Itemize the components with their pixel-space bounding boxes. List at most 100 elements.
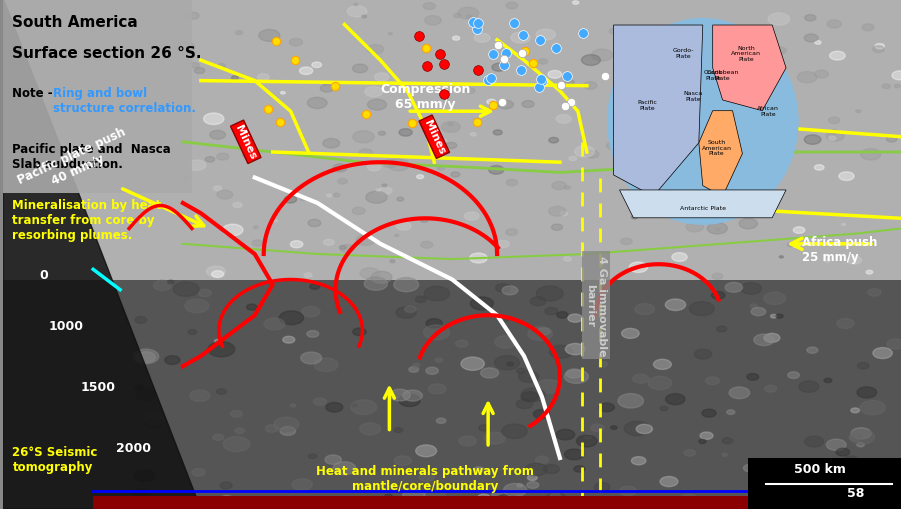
Circle shape bbox=[770, 390, 789, 401]
Circle shape bbox=[726, 428, 744, 438]
Circle shape bbox=[680, 344, 696, 353]
Circle shape bbox=[415, 86, 421, 89]
Circle shape bbox=[587, 301, 604, 310]
Circle shape bbox=[321, 88, 341, 99]
Circle shape bbox=[403, 326, 421, 336]
Circle shape bbox=[394, 90, 403, 94]
Circle shape bbox=[321, 289, 340, 300]
Circle shape bbox=[229, 318, 255, 332]
Circle shape bbox=[485, 329, 497, 336]
Circle shape bbox=[437, 150, 447, 156]
Circle shape bbox=[185, 271, 205, 282]
Polygon shape bbox=[614, 26, 703, 197]
Circle shape bbox=[426, 498, 439, 505]
Polygon shape bbox=[620, 190, 786, 218]
Text: 26°S Seismic
tomography: 26°S Seismic tomography bbox=[13, 445, 98, 473]
Circle shape bbox=[598, 450, 605, 454]
Circle shape bbox=[695, 132, 700, 135]
Circle shape bbox=[419, 182, 435, 191]
Circle shape bbox=[701, 350, 717, 359]
Circle shape bbox=[552, 344, 572, 355]
Circle shape bbox=[616, 439, 633, 449]
Circle shape bbox=[688, 364, 710, 377]
Circle shape bbox=[425, 469, 444, 479]
Circle shape bbox=[588, 353, 603, 361]
Circle shape bbox=[248, 43, 265, 53]
FancyBboxPatch shape bbox=[749, 458, 901, 509]
Circle shape bbox=[214, 70, 226, 77]
Circle shape bbox=[441, 494, 447, 497]
Circle shape bbox=[791, 82, 807, 92]
Circle shape bbox=[878, 385, 897, 395]
Circle shape bbox=[395, 193, 400, 196]
Circle shape bbox=[702, 399, 708, 402]
Text: Africa push
25 mm/y: Africa push 25 mm/y bbox=[802, 236, 878, 263]
Circle shape bbox=[375, 395, 400, 409]
Circle shape bbox=[623, 284, 645, 297]
Circle shape bbox=[423, 188, 437, 196]
Circle shape bbox=[374, 168, 395, 180]
Circle shape bbox=[441, 224, 450, 230]
Circle shape bbox=[719, 428, 724, 431]
Circle shape bbox=[611, 213, 619, 218]
Text: 0: 0 bbox=[40, 268, 48, 281]
Circle shape bbox=[411, 493, 428, 503]
Circle shape bbox=[215, 115, 224, 120]
Circle shape bbox=[267, 217, 273, 220]
Circle shape bbox=[860, 347, 868, 351]
Text: Compression
65 mm/y: Compression 65 mm/y bbox=[380, 83, 470, 110]
Circle shape bbox=[876, 444, 896, 456]
Circle shape bbox=[833, 409, 844, 415]
Circle shape bbox=[250, 295, 263, 302]
Circle shape bbox=[400, 206, 413, 213]
Circle shape bbox=[241, 58, 258, 68]
Circle shape bbox=[185, 342, 198, 349]
Circle shape bbox=[663, 78, 676, 85]
Circle shape bbox=[129, 500, 151, 509]
Circle shape bbox=[828, 10, 835, 14]
Circle shape bbox=[504, 28, 507, 30]
Circle shape bbox=[443, 205, 464, 216]
Circle shape bbox=[214, 288, 225, 294]
Circle shape bbox=[817, 93, 832, 101]
Circle shape bbox=[249, 477, 259, 483]
Circle shape bbox=[503, 273, 523, 285]
Circle shape bbox=[410, 29, 418, 33]
Circle shape bbox=[402, 218, 412, 224]
Circle shape bbox=[516, 182, 522, 185]
Circle shape bbox=[593, 193, 605, 201]
Circle shape bbox=[746, 441, 769, 455]
Circle shape bbox=[205, 104, 219, 112]
Circle shape bbox=[391, 111, 396, 115]
Circle shape bbox=[392, 263, 409, 273]
Circle shape bbox=[822, 90, 835, 97]
Circle shape bbox=[825, 36, 847, 48]
Circle shape bbox=[668, 183, 676, 188]
Circle shape bbox=[548, 364, 555, 369]
Circle shape bbox=[227, 326, 249, 338]
Circle shape bbox=[529, 155, 546, 164]
Circle shape bbox=[861, 389, 876, 397]
Circle shape bbox=[605, 360, 614, 365]
Circle shape bbox=[667, 310, 677, 316]
Circle shape bbox=[155, 378, 180, 392]
Circle shape bbox=[350, 53, 364, 61]
Circle shape bbox=[581, 410, 588, 414]
Circle shape bbox=[863, 271, 882, 282]
Text: Cocos
Plate: Cocos Plate bbox=[704, 70, 722, 80]
Circle shape bbox=[745, 337, 764, 348]
Circle shape bbox=[388, 112, 405, 122]
Circle shape bbox=[324, 163, 331, 167]
Circle shape bbox=[316, 328, 336, 339]
Circle shape bbox=[780, 35, 784, 37]
Circle shape bbox=[755, 346, 769, 353]
Circle shape bbox=[575, 75, 583, 80]
Circle shape bbox=[502, 326, 528, 341]
Circle shape bbox=[565, 337, 571, 341]
Circle shape bbox=[701, 126, 720, 136]
Circle shape bbox=[138, 304, 149, 310]
Circle shape bbox=[447, 236, 451, 239]
Circle shape bbox=[550, 386, 571, 399]
Circle shape bbox=[510, 163, 523, 171]
Circle shape bbox=[207, 197, 212, 200]
